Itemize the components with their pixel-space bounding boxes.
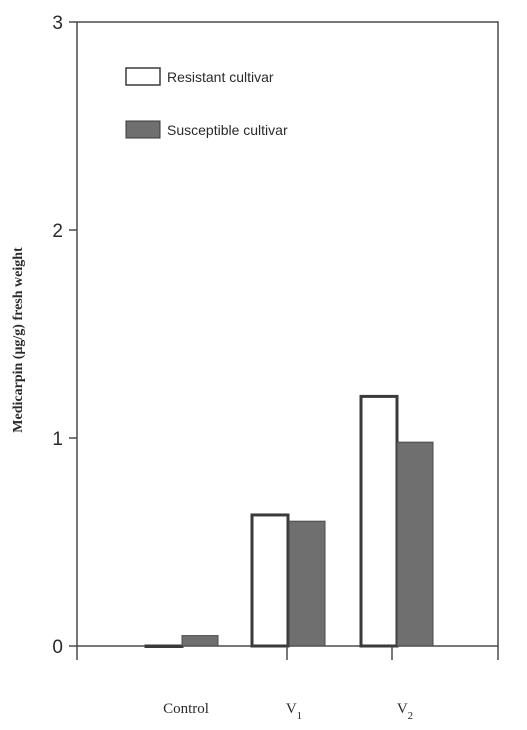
y-tick-label: 3 [52,13,63,34]
y-tick-label: 1 [52,429,63,450]
legend: Resistant cultivar Susceptible cultivar [125,67,288,139]
x-category-label: Control [163,701,209,717]
x-axis-labels: Control V1 V2 [76,646,499,722]
resistant-bar-v2 [359,394,399,648]
y-axis-ticks: 0 1 2 3 [52,13,77,658]
y-axis-title: Medicarpin (μg/g) fresh weight [11,247,26,433]
legend-label-resistant: Resistant cultivar [167,69,274,85]
legend-label-susceptible: Susceptible cultivar [167,122,288,138]
resistant-bar-control [144,644,184,648]
bars-layer [144,394,434,648]
y-tick-label: 2 [52,221,63,242]
susceptible-bar-v2 [396,441,434,647]
legend-swatch-susceptible [125,120,161,139]
resistant-bar-v1 [250,513,290,648]
legend-swatch-resistant [125,67,161,86]
y-tick-label: 0 [52,637,63,658]
susceptible-bar-control [181,635,219,647]
x-category-label: V1 [286,701,302,722]
x-category-label: V2 [397,701,413,722]
susceptible-bar-v1 [288,520,326,647]
